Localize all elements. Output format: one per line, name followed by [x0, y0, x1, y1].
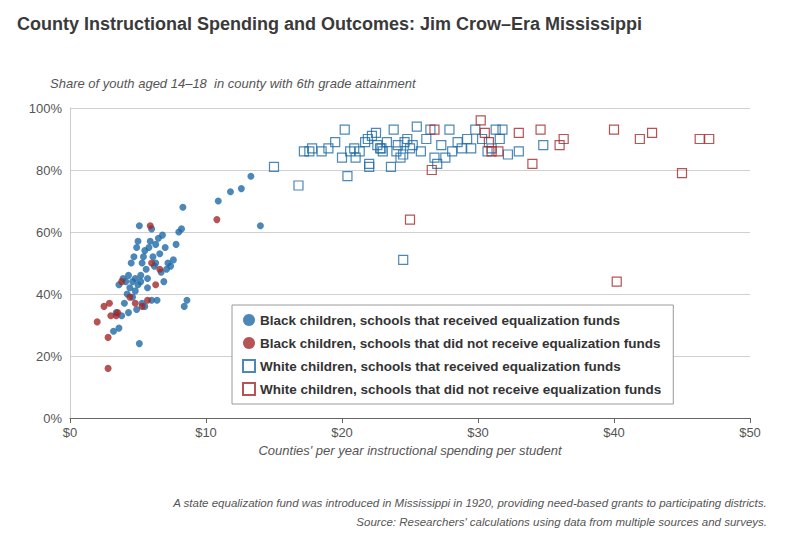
- svg-text:$10: $10: [195, 425, 217, 440]
- svg-text:$50: $50: [739, 425, 761, 440]
- svg-text:$20: $20: [331, 425, 353, 440]
- svg-text:A state equalization fund was: A state equalization fund was introduced…: [172, 497, 766, 509]
- svg-text:Black children, schools that r: Black children, schools that received eq…: [260, 313, 620, 328]
- svg-text:County Instructional Spending: County Instructional Spending and Outcom…: [17, 14, 642, 34]
- svg-text:60%: 60%: [36, 225, 62, 240]
- svg-text:Share of youth aged 14–18 in: Share of youth aged 14–18 in county with…: [50, 76, 417, 91]
- svg-text:$40: $40: [603, 425, 625, 440]
- svg-text:40%: 40%: [36, 287, 62, 302]
- svg-text:$0: $0: [63, 425, 77, 440]
- svg-text:Counties' per year instruction: Counties' per year instructional spendin…: [258, 443, 562, 458]
- svg-text:Source: Researchers' calculati: Source: Researchers' calculations using …: [356, 516, 767, 528]
- svg-text:White children, schools that d: White children, schools that did not rec…: [260, 382, 661, 397]
- svg-text:100%: 100%: [29, 101, 63, 116]
- svg-text:Black children, schools that d: Black children, schools that did not rec…: [260, 336, 661, 351]
- svg-text:$30: $30: [467, 425, 489, 440]
- svg-text:0%: 0%: [43, 411, 62, 426]
- svg-text:20%: 20%: [36, 349, 62, 364]
- svg-text:White children, schools that r: White children, schools that received eq…: [260, 359, 621, 374]
- svg-text:80%: 80%: [36, 163, 62, 178]
